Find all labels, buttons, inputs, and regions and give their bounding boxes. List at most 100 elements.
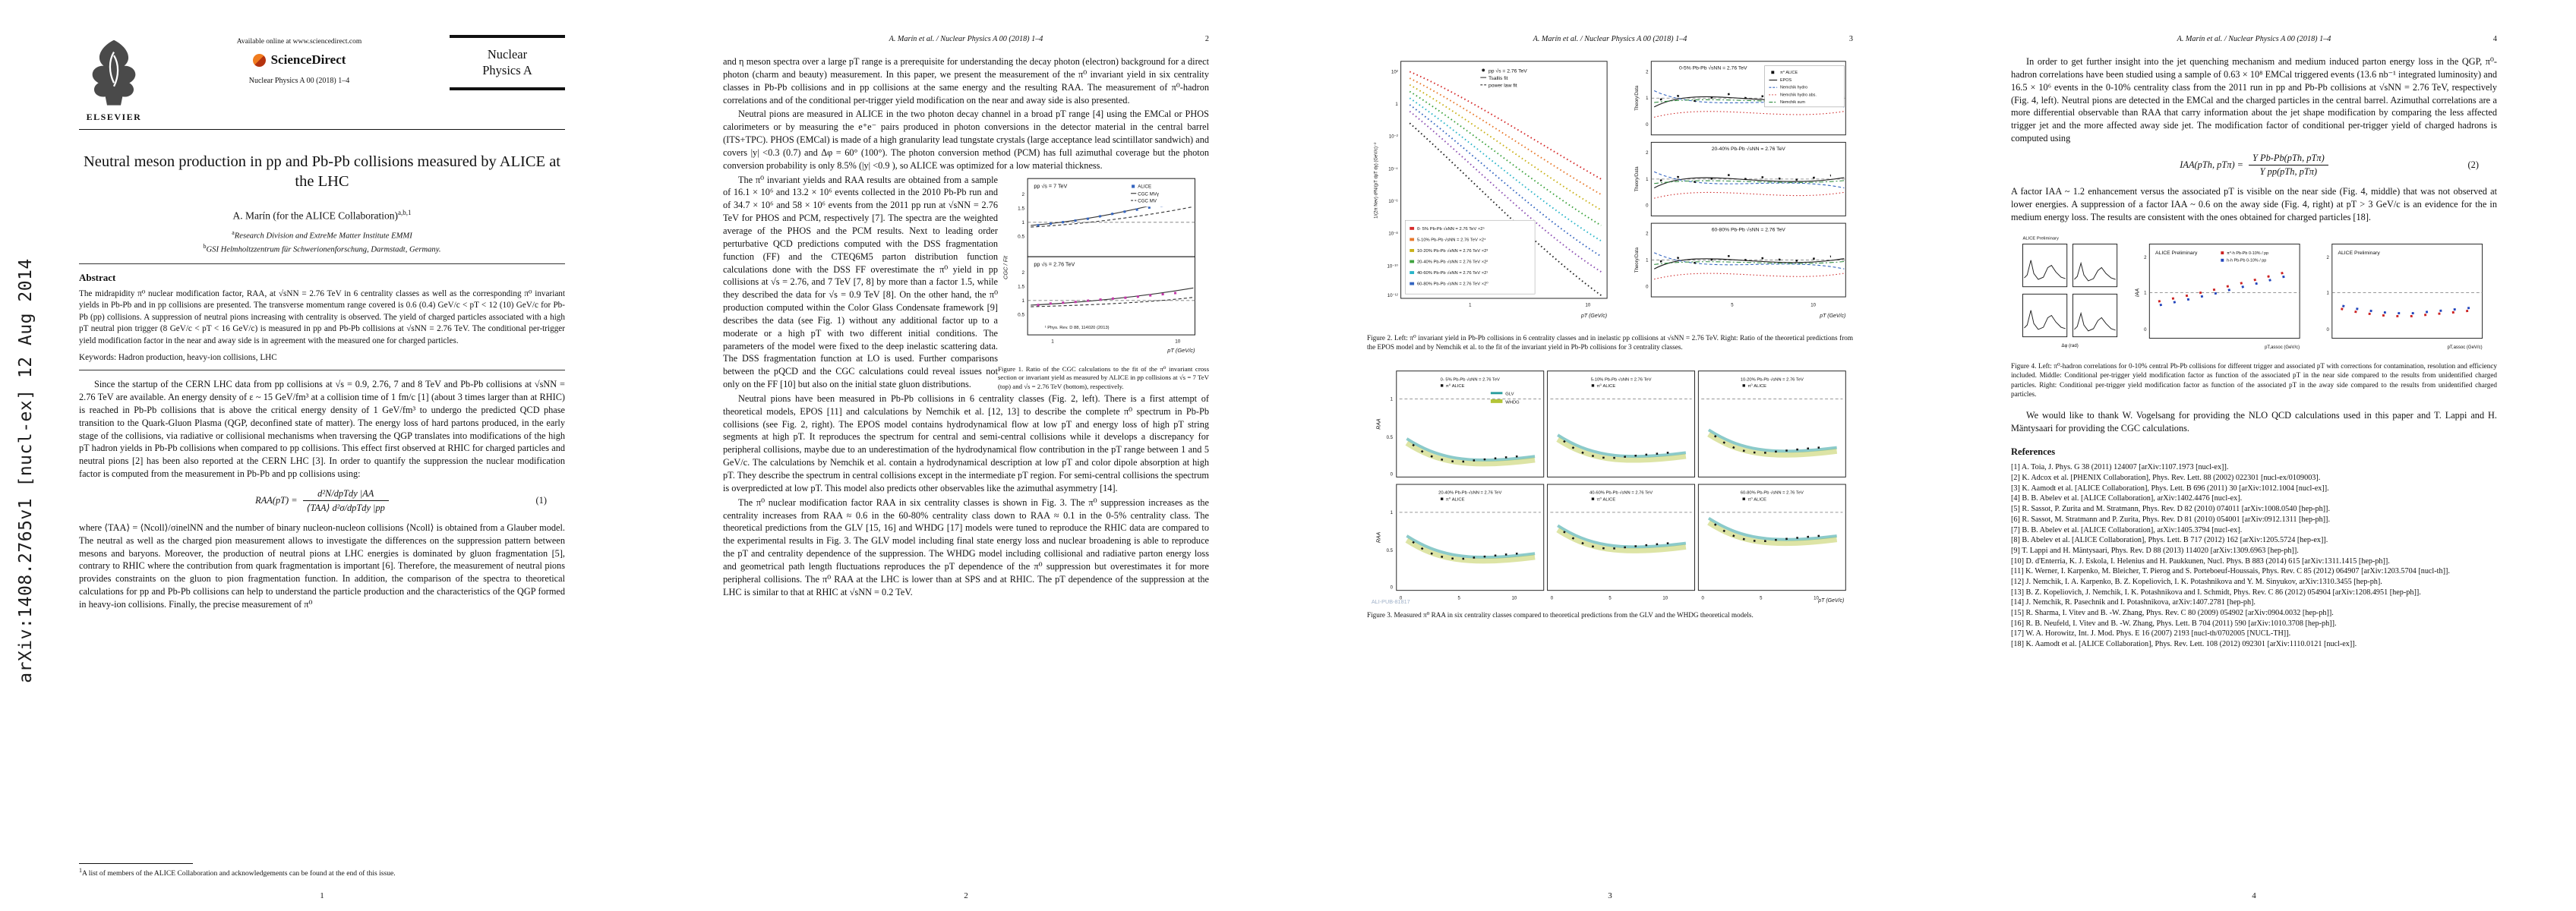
fig4-correlation-panels: ALICE Preliminary Δφ (rad): [2022, 237, 2118, 349]
fig2-ratio-panels: 0-5% Pb-Pb √sNN = 2.76 TeV 2 1 0 π⁰ ALIC…: [1635, 61, 1846, 319]
svg-text:Theory/Data: Theory/Data: [1635, 247, 1640, 273]
svg-text:0: 0: [1646, 204, 1649, 209]
elsevier-wordmark: ELSEVIER: [86, 112, 142, 123]
svg-text:0: 0: [2327, 328, 2330, 333]
eq1-denominator: ⟨TAA⟩ d²σ/dpTdy |pp: [306, 502, 385, 513]
fig3-ylabel: RAA: [1376, 531, 1381, 543]
reference-item: [17] W. A. Horowitz, Int. J. Mod. Phys. …: [2011, 629, 2291, 638]
svg-text:2: 2: [1021, 191, 1024, 197]
svg-text:pp √s = 2.76 TeV: pp √s = 2.76 TeV: [1488, 68, 1527, 74]
svg-text:1: 1: [1469, 304, 1472, 308]
svg-text:5: 5: [1458, 596, 1461, 601]
svg-text:0- 5% Pb-Pb √sNN = 2.76 TeV ×2: 0- 5% Pb-Pb √sNN = 2.76 TeV ×2⁵: [1417, 226, 1485, 232]
svg-text:2: 2: [1646, 151, 1649, 156]
reference-item: [10] D. d'Enterria, K. J. Eskola, I. Hel…: [2011, 556, 2390, 566]
sciencedirect-wordmark: ScienceDirect: [270, 52, 346, 67]
journal-box-line1: Nuclear: [487, 47, 528, 61]
svg-text:Theory/Data: Theory/Data: [1635, 166, 1640, 192]
svg-text:40-60% Pb-Pb √sNN = 2.76 TeV: 40-60% Pb-Pb √sNN = 2.76 TeV: [1589, 490, 1653, 496]
figure1-plot: 2 1.5 1 0.5 pp √s = 7 TeV ALICE CGC MVγ: [1002, 178, 1195, 353]
svg-text:2: 2: [1646, 70, 1649, 74]
svg-text:CGC MV: CGC MV: [1138, 198, 1157, 203]
figure3-caption: Figure 3. Measured π⁰ RAA in six central…: [1367, 611, 1754, 619]
reference-item: [5] R. Sassot, P. Zurita and M. Stratman…: [2011, 505, 2330, 514]
intro-paragraph-1: Since the startup of the CERN LHC data f…: [79, 379, 565, 480]
reference-item: [8] B. Abelev et al. [ALICE Collaboratio…: [2011, 536, 2328, 545]
svg-text:20-40% Pb-Pb √sNN = 2.76 TeV: 20-40% Pb-Pb √sNN = 2.76 TeV: [1712, 146, 1786, 152]
page-4: A. Marín et al. / Nuclear Physics A 00 (…: [1932, 0, 2576, 911]
fig2-pp-legend: pp √s = 2.76 TeV Tsallis fit power law f…: [1477, 64, 1574, 91]
eq2-lhs: IAA(pTh, pTπ) =: [2180, 159, 2244, 170]
fig3-ylabel: RAA: [1376, 418, 1381, 430]
fig2-centrality-legend: 0- 5% Pb-Pb √sNN = 2.76 TeV ×2⁵ 5-10% Pb…: [1405, 219, 1536, 295]
fig2-spectrum-panel: 10² 1 10⁻² 10⁻⁴ 10⁻⁶ 10⁻⁸ 10⁻¹⁰ 10⁻¹²: [1375, 61, 1608, 319]
svg-text:0- 5% Pb-Pb √sNN = 2.76 TeV: 0- 5% Pb-Pb √sNN = 2.76 TeV: [1441, 377, 1500, 382]
masthead: ELSEVIER Available online at www.science…: [79, 35, 565, 123]
fig3-panel-4: 20-40% Pb-Pb √sNN = 2.76 TeV π⁰ ALICE 1 …: [1387, 484, 1545, 601]
svg-text:1: 1: [1646, 259, 1649, 263]
reference-item: [4] B. B. Abelev et al. [ALICE Collabora…: [2011, 494, 2243, 503]
svg-text:10: 10: [1814, 596, 1819, 601]
fig4-dphi-label: Δφ (rad): [2061, 345, 2078, 349]
fig1-xlabel: pT (GeV/c): [1166, 346, 1195, 353]
svg-text:0.5: 0.5: [1387, 436, 1394, 440]
svg-text:0: 0: [1702, 596, 1705, 601]
intro-paragraph-2: where ⟨TAA⟩ = ⟨Ncoll⟩/σinelNN and the nu…: [79, 522, 565, 610]
svg-text:0: 0: [1551, 596, 1554, 601]
figure4-plot: ALICE Preliminary Δφ (rad) 2 1: [2022, 237, 2483, 351]
page-1: arXiv:1408.2765v1 [nucl-ex] 12 Aug 2014 …: [0, 0, 644, 911]
svg-text:10⁻⁴: 10⁻⁴: [1388, 166, 1398, 172]
eq1-lhs: RAA(pT) =: [255, 495, 298, 506]
fig4-xlabel: pT,assoc (GeV/c): [2265, 346, 2300, 351]
svg-text:GLV: GLV: [1505, 392, 1514, 397]
svg-text:1: 1: [1391, 511, 1394, 515]
svg-text:1: 1: [1021, 219, 1024, 225]
figure-2: 10² 1 10⁻² 10⁻⁴ 10⁻⁶ 10⁻⁸ 10⁻¹⁰ 10⁻¹²: [1367, 55, 1853, 351]
reference-item: [1] A. Toia, J. Phys. G 38 (2011) 124007…: [2011, 463, 2229, 472]
fig3-xlabel: pT (GeV/c): [1817, 598, 1844, 604]
svg-text:60-80% Pb-Pb √sNN = 2.76 TeV: 60-80% Pb-Pb √sNN = 2.76 TeV: [1741, 490, 1804, 496]
eq1-fraction: d²N/dpTdy |AA ⟨TAA⟩ d²σ/dpTdy |pp: [302, 488, 389, 514]
fig1-bottom-panel: 2 1.5 1 0.5 pp √s = 2.76 TeV ¹ Phys. Rev…: [1018, 256, 1195, 336]
fig2-xlabel: pT (GeV/c): [1580, 314, 1607, 319]
svg-text:π⁰ ALICE: π⁰ ALICE: [1597, 496, 1616, 502]
fig1-reference-note: ¹ Phys. Rev. D 88, 114020 (2013): [1045, 325, 1110, 329]
journal-citation: Nuclear Physics A 00 (2018) 1–4: [248, 77, 350, 85]
svg-text:1: 1: [1021, 298, 1024, 303]
page-number-3: 3: [1608, 891, 1612, 900]
keywords-line: Keywords: Hadron production, heavy-ion c…: [79, 353, 277, 363]
reference-item: [3] K. Aamodt et al. [ALICE Collaboratio…: [2011, 484, 2329, 493]
paragraph: The π⁰ invariant yields and RAA results …: [723, 174, 998, 390]
svg-text:h-h Pb-Pb 0-10% / pp: h-h Pb-Pb 0-10% / pp: [2227, 259, 2266, 263]
svg-text:10: 10: [1586, 304, 1591, 308]
svg-text:10: 10: [1175, 339, 1181, 344]
svg-text:1: 1: [1391, 397, 1394, 402]
svg-text:ALICE Preliminary: ALICE Preliminary: [2023, 237, 2059, 241]
fig1-panel2-label: pp √s = 2.76 TeV: [1034, 260, 1075, 267]
fig3-panel-5: 40-60% Pb-Pb √sNN = 2.76 TeV π⁰ ALICE 0 …: [1547, 484, 1695, 601]
svg-text:60-80% Pb-Pb √sNN = 2.76 TeV ×: 60-80% Pb-Pb √sNN = 2.76 TeV ×2⁰: [1417, 282, 1488, 287]
svg-text:0: 0: [1400, 596, 1403, 601]
svg-text:WHDG: WHDG: [1505, 400, 1520, 405]
svg-text:1.5: 1.5: [1018, 284, 1024, 289]
svg-text:π⁰ ALICE: π⁰ ALICE: [1747, 496, 1766, 502]
abstract-heading: Abstract: [79, 271, 116, 283]
sciencedirect-icon: [252, 53, 266, 67]
fig4-near-legend: π⁰-h Pb-Pb 0-10% / pp h-h Pb-Pb 0-10% / …: [2217, 248, 2299, 266]
affiliations: aResearch Division and ExtreMe Matter In…: [79, 229, 565, 256]
svg-text:1: 1: [2327, 292, 2330, 296]
figure3-plot: 0- 5% Pb-Pb √sNN = 2.76 TeV π⁰ ALICE GLV…: [1372, 370, 1846, 605]
arxiv-stamp: arXiv:1408.2765v1 [nucl-ex] 12 Aug 2014: [16, 258, 36, 683]
figure-4: ALICE Preliminary Δφ (rad) 2 1: [2011, 231, 2497, 398]
page-number-2: 2: [964, 891, 968, 900]
journal-box: Nuclear Physics A: [450, 35, 565, 91]
reference-item: [2] K. Adcox et al. [PHENIX Collaboratio…: [2011, 474, 2321, 483]
author-line: A. Marín (for the ALICE Collaboration)a,…: [79, 209, 565, 222]
references-heading: References: [2011, 446, 2056, 458]
sciencedirect-logo: ScienceDirect: [149, 52, 450, 68]
svg-text:0.5: 0.5: [1387, 549, 1394, 553]
paragraph: A factor IAA ~ 1.2 enhancement versus th…: [2011, 185, 2497, 222]
fig2-ylabel: 1/(2π Nev) d²N/(pT dpT dy) (GeV/c)⁻²: [1375, 143, 1379, 219]
svg-text:ALICE Preliminary: ALICE Preliminary: [2155, 251, 2198, 256]
svg-text:0-5% Pb-Pb √sNN = 2.76 TeV: 0-5% Pb-Pb √sNN = 2.76 TeV: [1679, 65, 1747, 71]
